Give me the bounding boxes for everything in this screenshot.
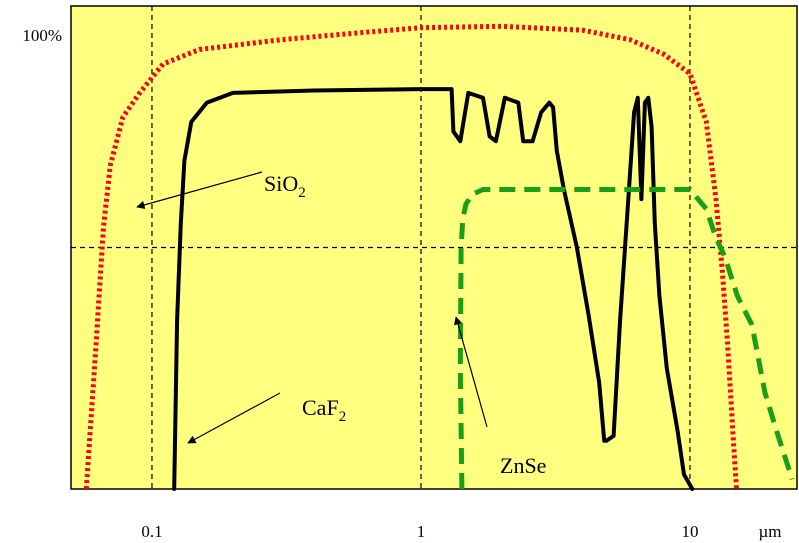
x-tick-label: 1 <box>417 522 426 541</box>
x-unit-label: µm <box>758 522 781 541</box>
annotation-arrow-sio2 <box>136 171 263 210</box>
annotation-label-znse: ZnSe <box>500 453 546 478</box>
annotation-arrow-znse <box>454 316 488 428</box>
x-tick-label: 10 <box>681 522 698 541</box>
annotation-label-sio2: SiO2 <box>264 171 306 201</box>
x-tick-label: 0.1 <box>141 522 162 541</box>
tick-layer: 0.1 1 10 µm 100% <box>22 26 781 541</box>
series-line-znse <box>457 187 795 490</box>
annotation-arrow-caf2 <box>187 392 281 444</box>
y-tick-label: 100% <box>22 26 62 45</box>
series-layer <box>83 23 795 491</box>
annotation-layer: SiO2 CaF2 ZnSe <box>136 171 546 478</box>
grid <box>71 6 797 489</box>
series-line-caf2 <box>172 87 695 491</box>
annotation-label-caf2: CaF2 <box>302 395 346 425</box>
series-line-sio2 <box>83 23 739 490</box>
